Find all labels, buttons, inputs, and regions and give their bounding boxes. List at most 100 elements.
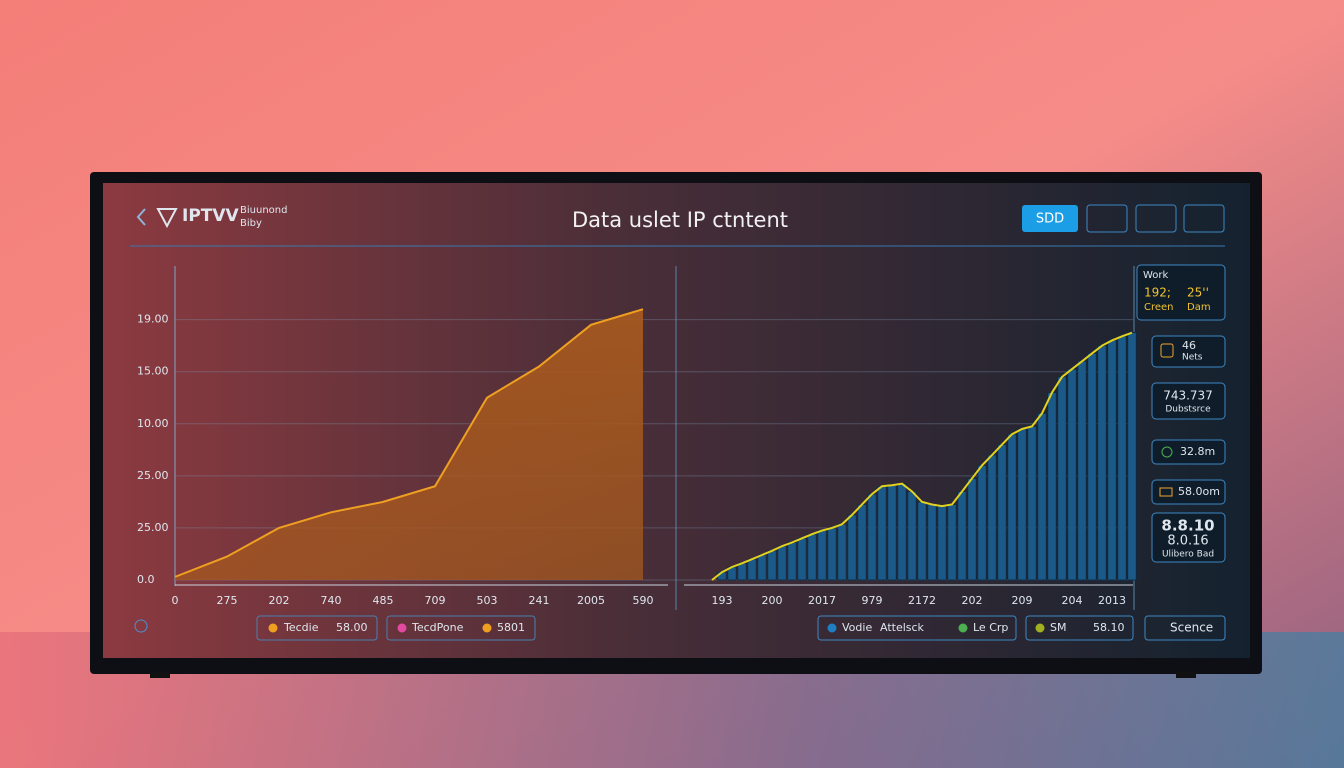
- x-tick-label: 485: [373, 594, 394, 607]
- x-tick-label: 275: [217, 594, 238, 607]
- panel-label: Dam: [1187, 302, 1211, 313]
- x-tick-label: 503: [477, 594, 498, 607]
- status-dot: [134, 619, 148, 633]
- x-tick-label: 204: [1062, 594, 1083, 607]
- bar: [947, 504, 957, 581]
- area-line: [174, 308, 644, 578]
- brand: IPTVV: [182, 206, 240, 226]
- panel-card: [1136, 264, 1226, 321]
- icon-button[interactable]: [1086, 204, 1128, 233]
- bar: [957, 491, 967, 581]
- bar: [767, 550, 777, 581]
- y-tick-label: 10.00: [137, 417, 169, 430]
- button-label[interactable]: SDD: [1036, 212, 1064, 227]
- button[interactable]: [1144, 615, 1226, 641]
- bar: [877, 485, 887, 581]
- button[interactable]: [1022, 205, 1078, 232]
- panel-value: 32.8m: [1180, 445, 1215, 458]
- area: [175, 309, 643, 580]
- panel-card: [1151, 479, 1226, 505]
- legend-label: Le Crp: [973, 621, 1008, 634]
- x-tick-label: 241: [529, 594, 550, 607]
- legend-swatch: [268, 623, 278, 633]
- trend-line: [711, 331, 1133, 581]
- panel-label: Nets: [1182, 353, 1203, 363]
- button-label[interactable]: Scence: [1170, 621, 1213, 635]
- panel-label: Dubstsrce: [1165, 405, 1211, 415]
- bar: [867, 493, 877, 581]
- panel-label: Work: [1143, 270, 1169, 281]
- bar: [817, 530, 827, 581]
- bar: [977, 465, 987, 581]
- bar: [1067, 368, 1077, 581]
- bar: [1047, 392, 1057, 581]
- bar: [857, 504, 867, 581]
- brand-sub: Biby: [240, 218, 262, 229]
- bar: [887, 484, 897, 581]
- bar: [927, 504, 937, 581]
- bar: [797, 537, 807, 581]
- x-tick-label: 0: [172, 594, 179, 607]
- x-tick-label: 2013: [1098, 594, 1126, 607]
- legend-label: SM: [1050, 621, 1066, 634]
- x-tick-label: 2005: [577, 594, 605, 607]
- bar: [917, 501, 927, 581]
- bar: [757, 554, 767, 581]
- bar: [1087, 353, 1097, 581]
- legend-value: 58.00: [336, 621, 368, 634]
- bar: [1017, 428, 1027, 581]
- legend-label: Tecdie: [283, 621, 319, 634]
- legend-swatch: [827, 623, 837, 633]
- panel-value: 58.0om: [1178, 485, 1220, 498]
- legend-box: [256, 615, 378, 641]
- legend-swatch: [1035, 623, 1045, 633]
- x-tick-label: 740: [321, 594, 342, 607]
- icon-button[interactable]: [1183, 204, 1225, 233]
- icon-button[interactable]: [1135, 204, 1177, 233]
- x-tick-label: 709: [425, 594, 446, 607]
- panel-card: [1151, 439, 1226, 465]
- panel-value: 743.737: [1163, 389, 1213, 403]
- brand-sub: Biuunond: [240, 205, 287, 216]
- legend-value: Attelsck: [880, 621, 925, 634]
- bar: [1127, 332, 1137, 581]
- bar: [1097, 345, 1107, 581]
- panel-label: Ulibero Bad: [1162, 550, 1214, 560]
- panel-card: [1151, 512, 1226, 563]
- x-tick-label: 202: [962, 594, 983, 607]
- x-tick-label: 193: [712, 594, 733, 607]
- x-tick-label: 590: [633, 594, 654, 607]
- panel-label: Creen: [1144, 302, 1174, 313]
- bar: [987, 454, 997, 581]
- back-icon[interactable]: [136, 208, 146, 226]
- bar: [937, 505, 947, 581]
- legend-box: [1025, 615, 1134, 641]
- x-tick-label: 979: [862, 594, 883, 607]
- bar: [1077, 360, 1087, 581]
- tv-foot: [150, 672, 170, 678]
- bar: [907, 491, 917, 581]
- panel-value: 192;: [1144, 286, 1171, 300]
- y-tick-label: 25.00: [137, 469, 169, 482]
- x-tick-label: 2017: [808, 594, 836, 607]
- legend-value: 5801: [497, 621, 525, 634]
- panel-icon: [1160, 343, 1174, 358]
- bar: [807, 533, 817, 581]
- x-tick-label: 202: [269, 594, 290, 607]
- logo-icon: [156, 208, 178, 229]
- y-tick-label: 25.00: [137, 521, 169, 534]
- legend-swatch: [397, 623, 407, 633]
- bar: [777, 545, 787, 581]
- panel-icon: [1159, 487, 1173, 497]
- bar: [1037, 412, 1047, 581]
- panel-value: 8.0.16: [1167, 534, 1208, 549]
- panel-value: 8.8.10: [1161, 517, 1214, 535]
- bar: [737, 562, 747, 581]
- bar: [827, 527, 837, 581]
- panel-icon: [1161, 446, 1173, 458]
- tv-foot: [1176, 672, 1196, 678]
- bar: [1027, 425, 1037, 581]
- plots: 0.0 25.00 25.00 10.00 15.00 19.00 0 275 202 740 48…: [137, 308, 1137, 607]
- bar: [1057, 376, 1067, 581]
- bar: [1107, 340, 1117, 581]
